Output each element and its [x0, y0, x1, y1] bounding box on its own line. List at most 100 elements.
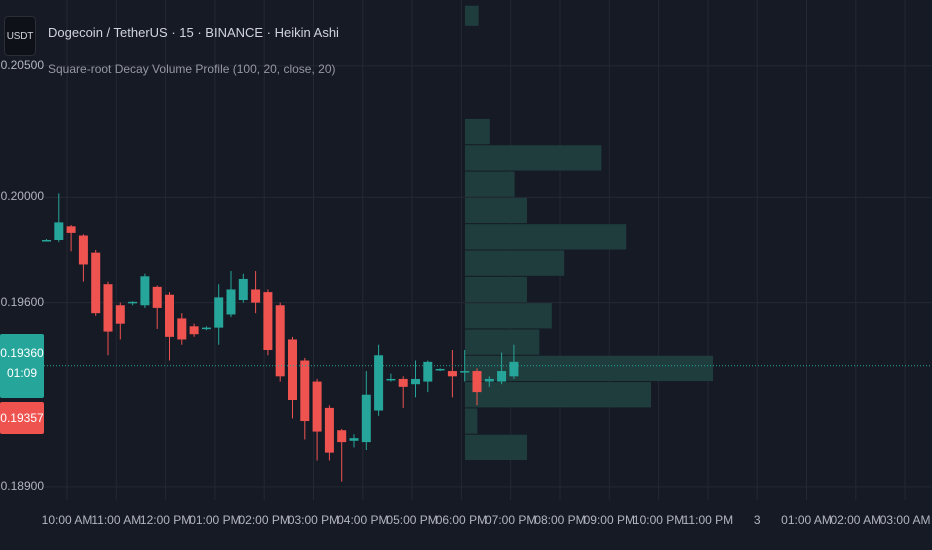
candle-8	[140, 274, 149, 308]
candle-6	[116, 303, 125, 340]
x-tick-label: 11:00 AM	[91, 513, 141, 527]
x-tick-label: 10:00 AM	[42, 513, 93, 527]
y-tick-label: 0.18900	[0, 479, 44, 493]
candle-body	[337, 430, 346, 442]
candle-13	[202, 326, 211, 330]
prev-close-tag: 0.19357	[0, 402, 44, 434]
candle-body	[79, 236, 88, 265]
candle-body	[374, 355, 383, 410]
candle-body	[104, 284, 113, 331]
candle-28	[386, 374, 395, 382]
volume-profile-bar-4	[465, 198, 527, 223]
candle-body	[165, 295, 174, 337]
candle-14	[214, 284, 223, 345]
candle-4	[91, 250, 100, 316]
candle-body	[263, 292, 272, 350]
bar-countdown: 01:09	[0, 360, 44, 380]
candle-11	[177, 313, 186, 345]
candle-32	[436, 368, 445, 371]
x-tick-label: 01:00 AM	[781, 513, 832, 527]
candle-23	[325, 405, 334, 460]
x-tick-label: 02:00 PM	[239, 513, 290, 527]
candle-body	[214, 297, 223, 327]
candle-body	[288, 339, 297, 400]
volume-profile-bar-1	[465, 119, 490, 144]
volume-profile-bar-11	[465, 382, 651, 407]
candle-18	[263, 289, 272, 355]
candle-3	[79, 234, 88, 281]
candle-16	[239, 274, 248, 303]
volume-profile-bar-3	[465, 172, 515, 197]
candle-body	[42, 240, 51, 242]
volume-profile-bar-2	[465, 145, 601, 170]
x-tick-label: 12:00 PM	[140, 513, 191, 527]
x-tick-label: 06:00 PM	[436, 513, 487, 527]
candle-body	[54, 222, 63, 240]
candle-body	[325, 408, 334, 453]
last-price-tag: 0.19360 01:09	[0, 334, 44, 398]
candle-body	[448, 371, 457, 376]
x-tick-label: 03:00 AM	[880, 513, 931, 527]
y-tick-label: 0.20000	[0, 189, 44, 203]
candle-15	[227, 271, 236, 317]
candle-body	[128, 302, 137, 304]
candle-body	[436, 369, 445, 371]
candle-body	[497, 371, 506, 382]
candle-body	[202, 328, 211, 330]
volume-profile-bar-5	[465, 224, 626, 249]
candle-body	[67, 226, 76, 233]
candle-10	[165, 292, 174, 360]
volume-profile-bar-13	[465, 435, 527, 460]
candle-1	[54, 193, 63, 242]
x-tick-label: 05:00 PM	[386, 513, 437, 527]
volume-profile-bar-6	[465, 251, 564, 276]
x-tick-label: 07:00 PM	[485, 513, 536, 527]
candle-7	[128, 301, 137, 305]
candle-body	[362, 395, 371, 442]
candle-body	[140, 276, 149, 305]
candle-body	[386, 379, 395, 381]
x-tick-label: 01:00 PM	[189, 513, 240, 527]
symbol-title[interactable]: Dogecoin / TetherUS · 15 · BINANCE · Hei…	[48, 25, 339, 40]
candle-20	[288, 337, 297, 419]
candle-body	[276, 305, 285, 376]
candle-25	[350, 434, 359, 447]
volume-profile	[465, 6, 713, 460]
candle-body	[399, 379, 408, 387]
volume-profile-bar-12	[465, 408, 477, 433]
candle-body	[350, 438, 359, 441]
x-tick-label: 04:00 PM	[337, 513, 388, 527]
volume-profile-bar-8	[465, 303, 552, 328]
volume-profile-bar-7	[465, 277, 527, 302]
y-tick-label: 0.19600	[0, 295, 44, 309]
indicator-legend[interactable]: Square-root Decay Volume Profile (100, 2…	[48, 62, 335, 76]
candle-12	[190, 324, 199, 337]
candle-9	[153, 286, 162, 329]
x-tick-label: 08:00 PM	[534, 513, 585, 527]
candle-17	[251, 271, 260, 313]
symbol-currency-badge[interactable]: USDT	[4, 16, 36, 56]
candle-21	[300, 358, 309, 440]
candle-27	[374, 345, 383, 416]
candle-body	[177, 318, 186, 339]
candle-body	[485, 379, 494, 382]
candle-body	[91, 253, 100, 314]
candle-0	[42, 239, 51, 242]
candle-5	[104, 282, 113, 356]
x-tick-label: 09:00 PM	[584, 513, 635, 527]
candle-body	[313, 382, 322, 432]
candle-body	[411, 379, 420, 384]
candle-body	[116, 305, 125, 323]
candle-29	[399, 376, 408, 408]
x-tick-label: 3	[754, 513, 761, 527]
candle-body	[251, 289, 260, 302]
x-tick-label: 03:00 PM	[288, 513, 339, 527]
candle-body	[239, 279, 248, 300]
volume-profile-bar-0	[465, 6, 479, 26]
candle-2	[67, 225, 76, 251]
candle-body	[473, 371, 482, 392]
x-tick-label: 02:00 AM	[830, 513, 881, 527]
candle-body	[227, 289, 236, 314]
